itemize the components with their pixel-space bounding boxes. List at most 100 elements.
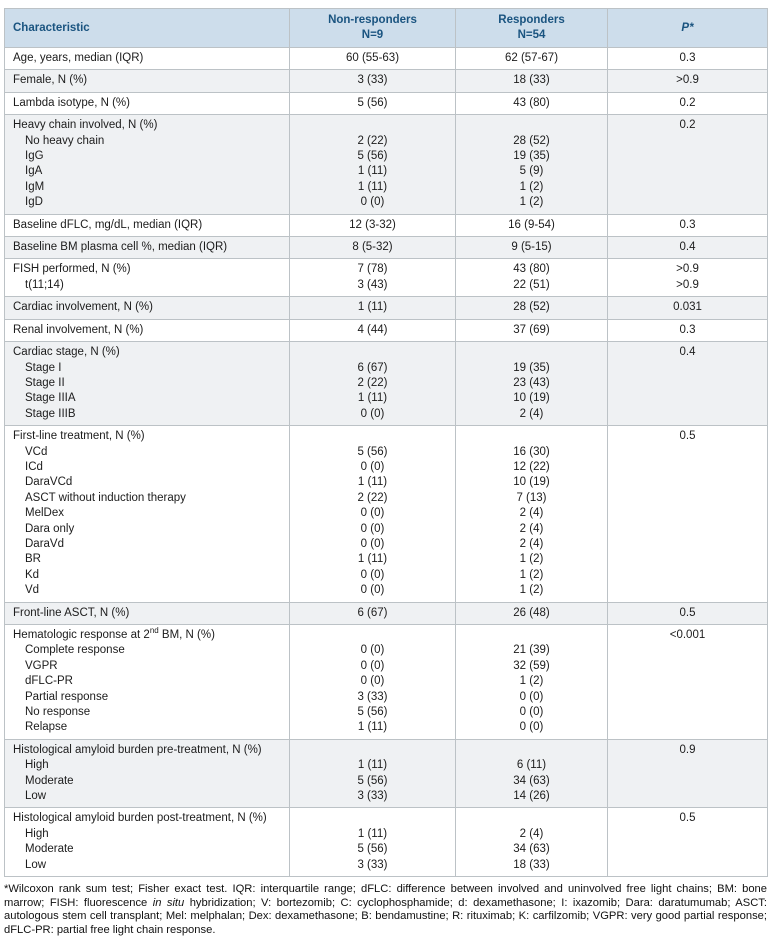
- table-header-row: Characteristic Non-responders N=9 Respon…: [4, 8, 768, 48]
- cell-value: [614, 674, 761, 689]
- cell-value: 0 (0): [360, 507, 385, 520]
- cell-value: [614, 491, 761, 506]
- row-label: Partial response: [25, 690, 109, 703]
- cell-value: [296, 743, 449, 758]
- cell-value: 0.5: [679, 606, 696, 619]
- cell-value: >0.9: [676, 263, 699, 276]
- cell-value: 0 (0): [360, 675, 385, 688]
- cell-value: 0.3: [679, 323, 696, 336]
- cell-value: [614, 506, 761, 521]
- row-label: DaraVd: [25, 537, 64, 550]
- cell-value: 7 (13): [516, 491, 547, 504]
- cell-value: [296, 345, 449, 360]
- row-label: Stage I: [25, 361, 62, 374]
- cell-value: 1 (2): [519, 180, 544, 193]
- cell-value: 2 (22): [357, 376, 388, 389]
- cell-value: [462, 429, 601, 444]
- cell-value: 5 (56): [357, 150, 388, 163]
- cell-value: [614, 827, 761, 842]
- cell-value: [614, 690, 761, 705]
- cell-value: 1 (2): [519, 196, 544, 209]
- cell-value: 1 (11): [357, 301, 388, 314]
- p-value-cell: 0.031: [607, 296, 768, 320]
- page: Characteristic Non-responders N=9 Respon…: [4, 8, 768, 937]
- cell-value: 0 (0): [360, 584, 385, 597]
- table-row: Baseline dFLC, mg/dL, median (IQR) 12 (3-…: [4, 213, 768, 238]
- cell-value: [296, 628, 449, 643]
- cell-value: 0 (0): [360, 460, 385, 473]
- cell-value: 0 (0): [360, 568, 385, 581]
- non-responders-cell: 5 (56) 0 (0) 1 (11) 2 (22) 0 (0) 0 (0) 0 (0) 1 …: [289, 425, 456, 603]
- footnote-text: *Wilcoxon rank sum test; Fisher exact te…: [4, 883, 767, 909]
- responders-cell: 6 (11) 34 (63) 14 (26): [455, 738, 608, 809]
- table-body: Age, years, median (IQR) 60 (55-63) 62 (57…: [4, 46, 768, 878]
- table-row: First-line treatment, N (%) VCd ICd DaraVCd…: [4, 425, 768, 603]
- cell-value: [614, 376, 761, 391]
- cell-value: 2 (4): [519, 407, 544, 420]
- cell-value: 6 (67): [357, 361, 388, 374]
- row-label: Low: [25, 790, 47, 803]
- cell-value: 0 (0): [519, 721, 544, 734]
- table-row: Cardiac involvement, N (%) 1 (11) 28 (52) 0…: [4, 296, 768, 320]
- row-label: Stage IIIB: [25, 407, 76, 420]
- responders-cell: 18 (33): [455, 69, 608, 93]
- cell-value: 32 (59): [513, 659, 550, 672]
- cell-value: >0.9: [676, 278, 699, 291]
- responders-cell: 28 (52) 19 (35) 5 (9) 1 (2) 1 (2): [455, 114, 608, 215]
- row-label: Kd: [25, 568, 40, 581]
- p-value-cell: 0.3: [607, 318, 768, 343]
- non-responders-cell: 3 (33): [289, 69, 456, 93]
- footnote-text: hybridization; V: bortezomib; C: cycloph…: [4, 896, 767, 936]
- row-label: dFLC-PR: [25, 675, 73, 688]
- cell-value: [614, 149, 761, 164]
- cell-value: [614, 460, 761, 475]
- non-responders-cell: 1 (11) 5 (56) 3 (33): [289, 807, 456, 878]
- cell-value: 19 (35): [513, 361, 550, 374]
- characteristic-cell: Heavy chain involved, N (%) No heavy chai…: [4, 114, 290, 215]
- cell-value: [614, 134, 761, 149]
- row-label: Hematologic response at 2nd BM, N (%): [13, 626, 215, 641]
- row-label: MelDex: [25, 507, 64, 520]
- cell-value: 5 (9): [519, 165, 544, 178]
- non-responders-cell: 7 (78) 3 (43): [289, 258, 456, 298]
- cell-value: 5 (56): [357, 96, 388, 109]
- cell-value: [462, 118, 601, 133]
- cell-value: 1 (11): [357, 392, 388, 405]
- cell-value: 0.3: [679, 52, 696, 64]
- cell-value: 2 (4): [519, 522, 544, 535]
- cell-value: 0 (0): [360, 644, 385, 657]
- cell-value: [462, 628, 601, 643]
- row-label: ICd: [25, 460, 43, 473]
- cell-value: 16 (30): [513, 445, 550, 458]
- cell-value: [614, 659, 761, 674]
- non-responders-cell: 5 (56): [289, 91, 456, 116]
- row-label: First-line treatment, N (%): [13, 430, 145, 443]
- cell-value: 0 (0): [360, 537, 385, 550]
- non-responders-cell: 6 (67) 2 (22) 1 (11) 0 (0): [289, 341, 456, 427]
- cell-value: 0 (0): [360, 659, 385, 672]
- row-label: Moderate: [25, 774, 74, 787]
- responders-cell: 43 (80): [455, 91, 608, 116]
- cell-value: 6 (67): [357, 606, 388, 619]
- cell-value: >0.9: [676, 74, 699, 87]
- header-non-responders: Non-responders N=9: [289, 8, 456, 48]
- row-label: Renal involvement, N (%): [13, 323, 144, 336]
- cell-value: 28 (52): [513, 301, 550, 314]
- responders-cell: 19 (35) 23 (43) 10 (19) 2 (4): [455, 341, 608, 427]
- cell-value: 2 (4): [519, 537, 544, 550]
- p-value-cell: 0.2: [607, 114, 768, 215]
- row-label: Baseline BM plasma cell %, median (IQR): [13, 241, 228, 254]
- cell-value: 1 (11): [357, 721, 388, 734]
- non-responders-cell: 1 (11) 5 (56) 3 (33): [289, 738, 456, 809]
- row-label: Baseline dFLC, mg/dL, median (IQR): [13, 218, 203, 231]
- row-label: High: [25, 827, 49, 840]
- cell-value: 2 (22): [357, 134, 388, 147]
- cell-value: 23 (43): [513, 376, 550, 389]
- cell-value: 5 (56): [357, 445, 388, 458]
- cell-value: 0 (0): [519, 690, 544, 703]
- cell-value: [614, 568, 761, 583]
- footnote-italic-text: in situ: [152, 896, 185, 909]
- cell-value: 1 (11): [357, 827, 388, 840]
- responders-cell: 62 (57-67): [455, 46, 608, 71]
- p-value-cell: >0.9: [607, 69, 768, 93]
